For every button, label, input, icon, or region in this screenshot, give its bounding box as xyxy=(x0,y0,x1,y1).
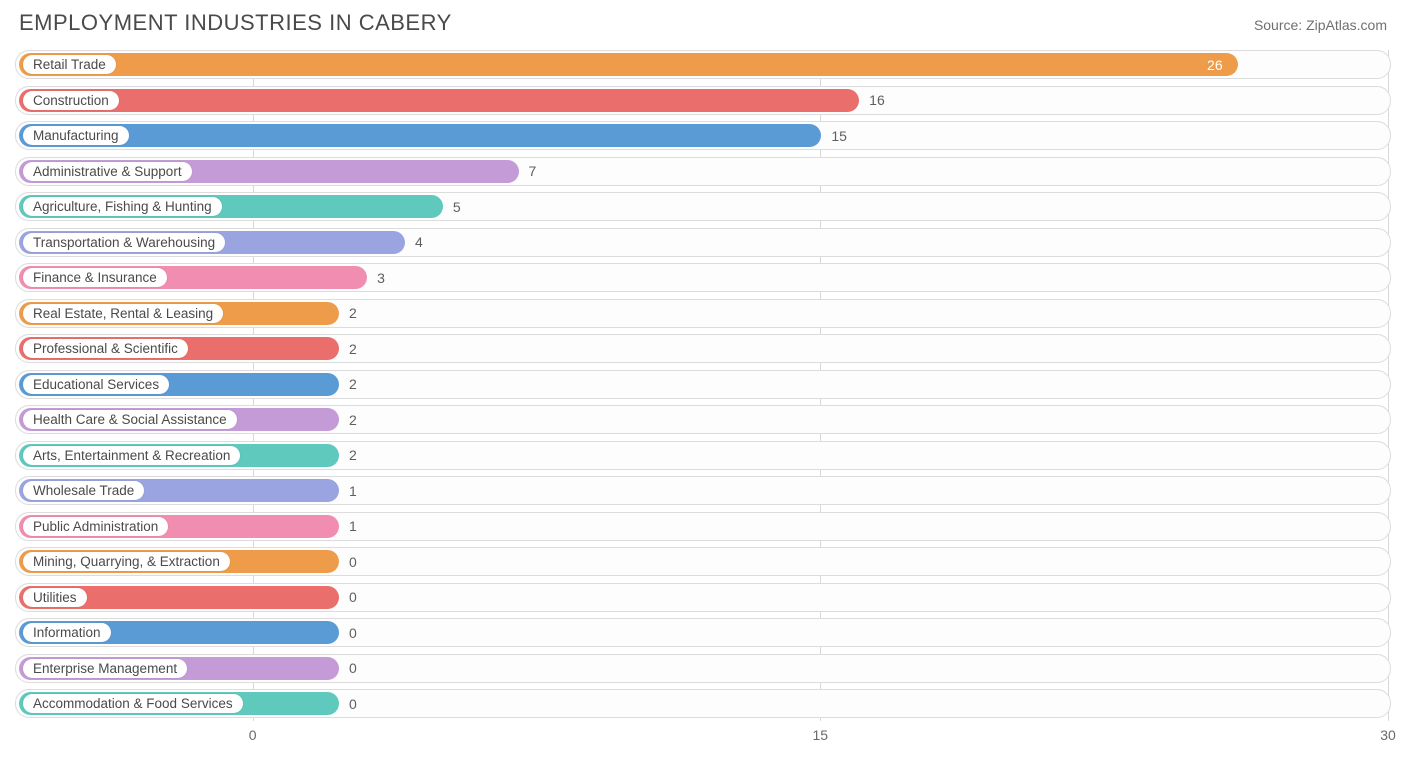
chart-row: Retail Trade 26 xyxy=(15,50,1391,79)
bar-value-label: 0 xyxy=(343,548,363,575)
bar-category-label: Manufacturing xyxy=(23,126,129,145)
chart-row: Accommodation & Food Services 0 xyxy=(15,689,1391,718)
chart-row: Information 0 xyxy=(15,618,1391,647)
bar-value-label: 3 xyxy=(371,264,391,291)
bar-category-label: Information xyxy=(23,623,111,642)
bar-category-label: Administrative & Support xyxy=(23,162,192,181)
bar-value-label: 5 xyxy=(447,193,467,220)
chart-row: Administrative & Support 7 xyxy=(15,157,1391,186)
bar-category-label: Public Administration xyxy=(23,517,168,536)
bar-category-label: Health Care & Social Assistance xyxy=(23,410,237,429)
bar-category-label: Educational Services xyxy=(23,375,169,394)
x-axis-tick: 30 xyxy=(1380,727,1396,743)
bar-category-label: Wholesale Trade xyxy=(23,481,144,500)
bar-category-label: Enterprise Management xyxy=(23,659,187,678)
bar-category-label: Real Estate, Rental & Leasing xyxy=(23,304,223,323)
bar-value-label: 7 xyxy=(523,158,543,185)
chart-row: Arts, Entertainment & Recreation 2 xyxy=(15,441,1391,470)
bar-value-label: 4 xyxy=(409,229,429,256)
chart-row: Agriculture, Fishing & Hunting 5 xyxy=(15,192,1391,221)
bar-value-label: 16 xyxy=(863,87,891,114)
chart-row: Educational Services 2 xyxy=(15,370,1391,399)
bar xyxy=(19,89,859,112)
bar xyxy=(19,53,1238,76)
chart-header: EMPLOYMENT INDUSTRIES IN CABERY Source: … xyxy=(15,10,1391,36)
chart-row: Finance & Insurance 3 xyxy=(15,263,1391,292)
bar-value-label: 1 xyxy=(343,477,363,504)
bar-category-label: Mining, Quarrying, & Extraction xyxy=(23,552,230,571)
chart-row: Transportation & Warehousing 4 xyxy=(15,228,1391,257)
bar-category-label: Transportation & Warehousing xyxy=(23,233,225,252)
chart-row: Mining, Quarrying, & Extraction 0 xyxy=(15,547,1391,576)
bar-value-label: 1 xyxy=(343,513,363,540)
bar-value-label: 0 xyxy=(343,690,363,717)
chart-row: Utilities 0 xyxy=(15,583,1391,612)
x-axis-tick: 15 xyxy=(813,727,829,743)
bar-value-label: 2 xyxy=(343,300,363,327)
bar-value-label: 2 xyxy=(343,442,363,469)
chart-row: Manufacturing 15 xyxy=(15,121,1391,150)
chart-rows: Retail Trade 26 Construction 16 Manufacturin… xyxy=(15,50,1391,718)
chart-row: Health Care & Social Assistance 2 xyxy=(15,405,1391,434)
chart-row: Construction 16 xyxy=(15,86,1391,115)
chart-title: EMPLOYMENT INDUSTRIES IN CABERY xyxy=(19,10,452,36)
bar xyxy=(19,124,821,147)
bar-value-label: 0 xyxy=(343,619,363,646)
bar-category-label: Professional & Scientific xyxy=(23,339,188,358)
bar-value-label: 2 xyxy=(343,371,363,398)
bar-category-label: Finance & Insurance xyxy=(23,268,167,287)
bar-value-label: 0 xyxy=(343,584,363,611)
bar-value-label: 15 xyxy=(825,122,853,149)
bar-category-label: Agriculture, Fishing & Hunting xyxy=(23,197,222,216)
bar-category-label: Accommodation & Food Services xyxy=(23,694,243,713)
chart-row: Real Estate, Rental & Leasing 2 xyxy=(15,299,1391,328)
bar-category-label: Utilities xyxy=(23,588,87,607)
chart-row: Enterprise Management 0 xyxy=(15,654,1391,683)
bar-value-label: 0 xyxy=(343,655,363,682)
x-axis-tick: 0 xyxy=(249,727,257,743)
bar-value-label: 2 xyxy=(343,406,363,433)
bar-category-label: Construction xyxy=(23,91,119,110)
bar-category-label: Arts, Entertainment & Recreation xyxy=(23,446,240,465)
x-axis: 01530 xyxy=(15,725,1391,749)
chart-source: Source: ZipAtlas.com xyxy=(1254,17,1387,33)
chart-row: Wholesale Trade 1 xyxy=(15,476,1391,505)
bar-value-label: 2 xyxy=(343,335,363,362)
chart-area: Retail Trade 26 Construction 16 Manufacturin… xyxy=(15,50,1391,749)
chart-row: Public Administration 1 xyxy=(15,512,1391,541)
chart-row: Professional & Scientific 2 xyxy=(15,334,1391,363)
bar-category-label: Retail Trade xyxy=(23,55,116,74)
bar-value-label: 26 xyxy=(1201,51,1229,78)
